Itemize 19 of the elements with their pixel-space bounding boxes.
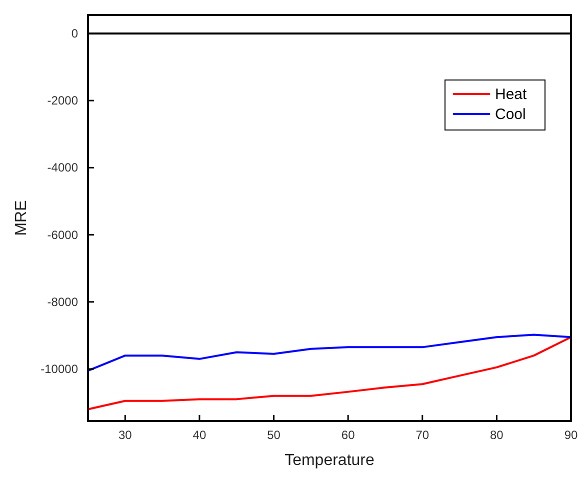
y-tick-label: -2000 [47,94,78,108]
y-axis-title: MRE [13,200,30,236]
line-series [87,334,572,372]
legend-label: Cool [495,106,526,123]
x-tick-label: 60 [341,428,356,442]
y-tick-label: -8000 [47,294,78,309]
x-tick-label: 50 [267,428,281,442]
y-tick-label: -10000 [40,362,78,376]
x-tick-label: 40 [192,428,206,442]
legend-label: Heat [495,86,528,103]
x-tick-label: 80 [490,428,504,442]
y-tick-label: -4000 [47,160,78,175]
line-series [87,336,572,410]
y-tick-label: -6000 [47,228,78,242]
x-axis-title: Temperature [284,452,375,469]
x-tick-label: 70 [416,428,430,442]
x-tick-label: 90 [564,428,578,442]
x-tick-label: 30 [118,428,132,442]
y-tick-label: 0 [71,26,78,40]
